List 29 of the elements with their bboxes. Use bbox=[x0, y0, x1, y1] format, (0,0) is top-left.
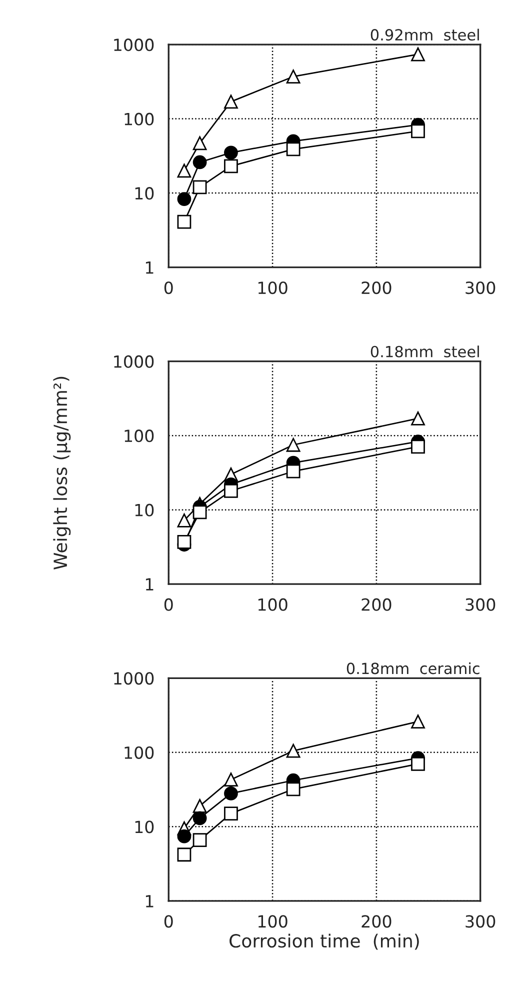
y-tick-label: 10 bbox=[135, 187, 154, 200]
y-tick-label: 100 bbox=[124, 746, 154, 759]
y-tick-label: 100 bbox=[124, 112, 154, 126]
y-tick-label: 10 bbox=[135, 820, 154, 834]
y-tick-label: 1000 bbox=[114, 355, 154, 368]
y-tick-label: 1 bbox=[146, 895, 154, 908]
y-tick-label: 1000 bbox=[114, 672, 154, 685]
chart-title: 0.92mm steel bbox=[370, 28, 479, 41]
y-axis-title: Weight loss (μg/mm²) bbox=[53, 376, 71, 570]
x-tick-label: 300 bbox=[466, 915, 496, 928]
x-tick-label: 100 bbox=[258, 915, 288, 928]
x-tick-label: 100 bbox=[258, 598, 288, 611]
y-tick-label: 1 bbox=[146, 261, 154, 274]
chart-title: 0.18mm steel bbox=[370, 346, 479, 358]
x-tick-label: 0 bbox=[164, 281, 173, 294]
x-tick-label: 300 bbox=[466, 598, 496, 611]
x-tick-label: 0 bbox=[164, 598, 173, 611]
chart-title: 0.18mm ceramic bbox=[346, 662, 480, 674]
x-tick-label: 200 bbox=[362, 598, 392, 611]
x-tick-label: 100 bbox=[258, 281, 288, 294]
y-tick-label: 100 bbox=[124, 430, 154, 442]
x-tick-label: 0 bbox=[164, 915, 173, 928]
x-tick-label: 300 bbox=[466, 281, 496, 294]
y-tick-label: 1 bbox=[146, 578, 154, 590]
x-tick-label: 200 bbox=[362, 281, 392, 294]
y-tick-label: 1000 bbox=[114, 38, 154, 52]
y-tick-label: 10 bbox=[135, 504, 154, 516]
x-tick-label: 200 bbox=[362, 915, 392, 928]
x-axis-title: Corrosion time (min) bbox=[230, 934, 419, 950]
